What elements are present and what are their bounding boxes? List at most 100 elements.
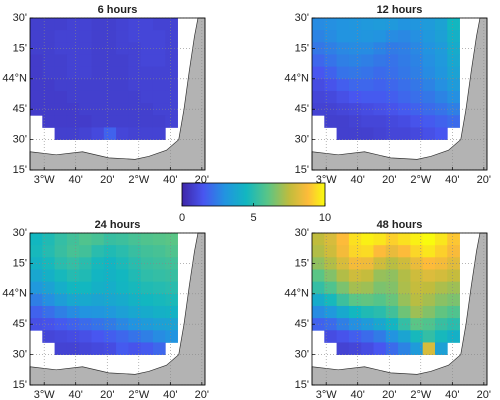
heat-cell <box>361 342 374 355</box>
heat-cell <box>324 233 337 246</box>
heat-cell <box>410 233 424 246</box>
plot-frame <box>29 17 206 171</box>
heat-cell <box>434 115 448 128</box>
y-tick-label: 30' <box>295 227 309 239</box>
heat-cell <box>348 233 362 246</box>
heat-cell <box>410 293 424 307</box>
heat-cell <box>140 269 154 283</box>
x-tick-label: 2°W <box>128 174 150 186</box>
heat-cell <box>42 54 55 68</box>
heat-cell <box>128 293 142 307</box>
heat-cell <box>91 103 105 116</box>
heat-cell <box>348 245 362 258</box>
heat-cell <box>128 305 142 319</box>
heat-cell <box>398 245 411 258</box>
heat-cell <box>103 342 117 355</box>
heat-cell <box>398 103 411 116</box>
heat-cell <box>103 90 117 104</box>
plot-frame <box>311 17 488 171</box>
heat-cell <box>361 245 374 258</box>
heat-cell <box>128 318 142 331</box>
heat-cell <box>30 30 43 43</box>
x-tick-label: 3°W <box>316 389 338 400</box>
heat-cell <box>422 54 436 68</box>
heat-cell <box>422 330 436 343</box>
heat-cell <box>434 30 448 43</box>
heat-cell <box>312 305 325 319</box>
heat-cell <box>54 90 68 104</box>
heat-cell <box>312 30 325 43</box>
heat-cell <box>336 127 350 140</box>
heat-cell <box>434 330 448 343</box>
heat-cell <box>79 54 92 68</box>
heat-cell <box>42 269 55 283</box>
heat-cell <box>385 90 399 104</box>
heat-cell <box>361 66 374 80</box>
heat-cell <box>361 115 374 128</box>
heat-cell <box>116 342 129 355</box>
heat-cell <box>66 42 80 55</box>
heat-cell <box>140 18 154 31</box>
heat-cell <box>152 18 166 31</box>
heat-cell <box>373 318 387 331</box>
heat-cell <box>422 233 436 246</box>
heat-cell <box>30 54 43 68</box>
heat-cell <box>324 66 337 80</box>
heat-cell <box>447 269 460 283</box>
y-tick-label: 15' <box>13 379 27 391</box>
heat-cell <box>66 281 80 295</box>
heat-cell <box>42 18 55 31</box>
x-tick-label: 20' <box>100 174 114 186</box>
heat-cell <box>447 330 460 343</box>
heat-cell <box>312 18 325 31</box>
heat-cell <box>140 305 154 319</box>
heat-cell <box>348 293 362 307</box>
heat-cell <box>348 66 362 80</box>
heat-cell <box>42 90 55 104</box>
heat-cell <box>91 78 105 92</box>
heat-cell <box>324 245 337 258</box>
heat-cell <box>422 281 436 295</box>
heat-cell <box>116 90 129 104</box>
heat-cell <box>103 233 117 246</box>
heat-cell <box>42 330 55 343</box>
heat-cell <box>312 269 325 283</box>
heat-cell <box>91 245 105 258</box>
panel-title: 12 hours <box>377 4 423 16</box>
heat-cell <box>348 54 362 68</box>
heat-cell <box>91 66 105 80</box>
heat-cell <box>140 293 154 307</box>
heat-cell <box>54 127 68 140</box>
heat-cell <box>116 330 129 343</box>
x-tick-label: 40' <box>163 174 177 186</box>
heat-cell <box>103 318 117 331</box>
heat-cell <box>91 42 105 55</box>
heat-cell <box>66 66 80 80</box>
heat-cell <box>373 115 387 128</box>
heat-cell <box>116 66 129 80</box>
colorbar <box>181 182 326 207</box>
heat-cell <box>30 18 43 31</box>
heat-cell <box>348 127 362 140</box>
heat-cell <box>422 66 436 80</box>
heat-cell <box>348 330 362 343</box>
heat-cell <box>373 54 387 68</box>
colorbar-tick-label: 10 <box>319 212 331 224</box>
heat-cell <box>66 54 80 68</box>
y-tick-label: 15' <box>13 257 27 269</box>
heat-cell <box>79 318 92 331</box>
heat-cell <box>116 305 129 319</box>
heat-cell <box>422 293 436 307</box>
heat-cell <box>116 245 129 258</box>
heat-cell <box>128 30 142 43</box>
x-tick-label: 40' <box>351 174 365 186</box>
heat-cell <box>128 281 142 295</box>
heat-cell <box>165 293 178 307</box>
heat-cell <box>373 42 387 55</box>
heat-cell <box>410 342 424 355</box>
heat-cell <box>165 330 178 343</box>
heat-cell <box>385 66 399 80</box>
heat-cell <box>434 18 448 31</box>
heat-cell <box>128 127 142 140</box>
heat-cell <box>54 330 68 343</box>
